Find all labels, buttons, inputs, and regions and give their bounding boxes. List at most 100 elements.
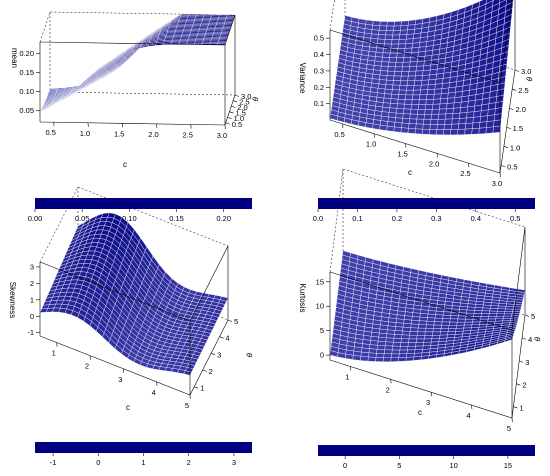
x-tick-label: 5: [185, 401, 189, 410]
y-tick: [194, 386, 199, 389]
surface-facet: [504, 311, 513, 314]
surface-facet: [442, 311, 452, 316]
surface-facet: [466, 306, 476, 311]
surface-facet: [473, 313, 482, 317]
surface-facet: [398, 89, 407, 95]
surface-facet: [412, 94, 421, 100]
z-axis-title: Variance: [298, 63, 307, 95]
surface-facet: [393, 338, 402, 343]
y-tick-label: 2: [209, 367, 213, 376]
surface-facet: [411, 99, 420, 105]
surface-facet: [394, 117, 403, 124]
surface-facet: [455, 324, 465, 329]
surface-facet: [405, 90, 414, 96]
surface-facet: [466, 309, 475, 314]
x-tick-label: 3: [426, 398, 430, 407]
surface-facet: [372, 20, 381, 26]
surface-facet: [382, 52, 391, 58]
y-tick: [509, 107, 514, 110]
surface-facet: [378, 79, 387, 85]
surface-facet: [434, 317, 443, 323]
surface-facet: [408, 335, 418, 340]
surface-facet: [411, 316, 421, 321]
x-tick-label: 1.0: [366, 140, 376, 149]
surface-facet: [386, 329, 396, 335]
surface-facet: [421, 129, 430, 135]
surface-facet: [390, 43, 399, 49]
y-tick: [202, 369, 207, 372]
surface-facet: [479, 115, 488, 123]
surface-facet: [425, 324, 435, 329]
x-tick-label: 2.5: [183, 130, 193, 139]
z-tick-label: 1: [30, 295, 34, 304]
colorbar-tick-label: 0.15: [169, 214, 184, 223]
x-tick-label: 3: [118, 375, 122, 384]
z-tick-label: 3: [30, 262, 34, 271]
surface-facet: [496, 313, 505, 317]
surface-facet: [465, 122, 474, 130]
y-tick-label: 5: [234, 317, 238, 326]
surface-facet: [400, 342, 409, 347]
x-tick-label: 3.0: [217, 131, 227, 140]
surface-facet: [409, 61, 418, 67]
surface-facet: [416, 60, 425, 67]
x-tick-label: 4: [466, 411, 470, 420]
surface-facet: [386, 125, 395, 132]
surface-facet: [448, 325, 458, 329]
surface-facet: [373, 65, 382, 71]
surface-facet: [446, 97, 455, 104]
surface-facet: [412, 89, 421, 96]
colorbar-tick-label: 15: [504, 461, 512, 470]
surface-facet: [504, 337, 513, 343]
surface-facet: [432, 328, 442, 333]
surface-facet: [427, 84, 436, 90]
box-front-top: [329, 226, 526, 331]
surface-facet: [439, 331, 449, 336]
surface-facet: [464, 128, 473, 135]
surface-facet: [448, 321, 458, 326]
surface-facet: [496, 311, 506, 314]
surface-facet: [399, 349, 408, 355]
surface-facet: [435, 78, 444, 85]
z-tick-label: 0.2: [314, 83, 324, 92]
y-tick: [231, 105, 236, 108]
surface-facet: [447, 92, 456, 99]
x-axis-title: c: [126, 403, 130, 412]
variance-panel: 0.5 1.0 1.5 2.0 2.5 3.0 0.5 1.0 1.5 2.0 2.5 3.0 0.1 0…: [298, 0, 535, 223]
surface-facet: [427, 313, 436, 319]
surface-facet: [423, 338, 433, 343]
surface-facet: [487, 316, 497, 320]
y-tick: [514, 69, 520, 72]
surface-facet: [385, 79, 394, 86]
surface-facet: [512, 309, 521, 312]
surface-facet: [428, 79, 437, 85]
colorbar-tick-label: 0: [343, 461, 347, 470]
surface-facet: [379, 25, 388, 31]
surface-facet: [414, 345, 424, 350]
surface-facet: [386, 333, 395, 339]
surface-facet: [390, 357, 400, 362]
surface-facet: [423, 119, 432, 125]
y-tick-label: 1.0: [234, 114, 244, 123]
surface-facet: [511, 311, 521, 314]
surface-facet: [408, 70, 417, 77]
surface-facet: [415, 338, 425, 343]
surface-facet: [431, 335, 441, 339]
surface-facet: [463, 324, 473, 329]
surface-facet: [424, 331, 434, 336]
x-tick-label: 2: [85, 362, 89, 371]
surface-facet: [445, 113, 454, 120]
surface-facet: [396, 52, 405, 58]
colorbar-tick-label: 0.10: [122, 214, 137, 223]
y-tick: [501, 165, 506, 168]
surface-facet: [489, 308, 499, 312]
surface-facet: [404, 43, 413, 49]
surface-facet: [365, 122, 374, 129]
surface-facet: [459, 112, 468, 119]
surface-facet: [384, 349, 393, 355]
surface-facet: [480, 316, 489, 320]
x-tick-label: 4: [152, 388, 156, 397]
surface-facet: [419, 89, 428, 96]
colorbar-tick-label: 0.05: [75, 214, 90, 223]
surface-facet: [471, 321, 481, 326]
